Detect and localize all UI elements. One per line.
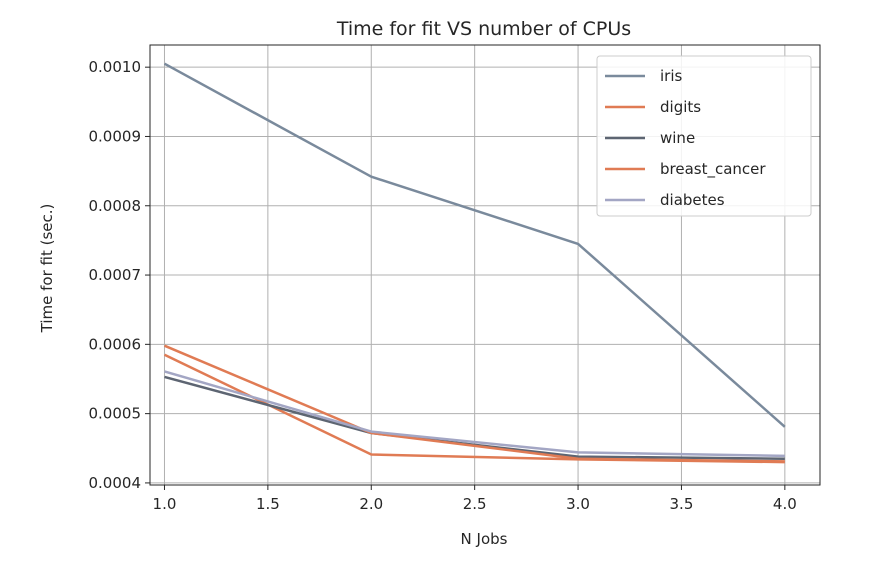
series-line-iris [163, 62, 786, 428]
y-tick-label: 0.0004 [89, 474, 142, 492]
y-tick-label: 0.0010 [89, 58, 142, 76]
plot-frame [149, 44, 821, 486]
y-tick-label: 0.0008 [89, 197, 142, 215]
series-line-diabetes [164, 370, 785, 458]
legend-label: breast_cancer [660, 160, 766, 179]
series-lines [163, 62, 786, 464]
legend-label: diabetes [660, 191, 725, 209]
chart-title: Time for fit VS number of CPUs [336, 18, 631, 40]
x-tick-label: 1.0 [153, 495, 177, 513]
legend-box [596, 55, 812, 217]
x-tick-label: 2.5 [463, 495, 487, 513]
legend-label: digits [660, 98, 701, 116]
legend-label: wine [660, 129, 695, 147]
x-tick-label: 4.0 [773, 495, 797, 513]
axis-ticks: 1.0 1.5 2.0 2.5 3.0 3.5 4.0 0.0004 0.0005 0.0006 0… [89, 58, 797, 513]
y-tick-label: 0.0006 [89, 335, 142, 353]
x-tick-label: 2.0 [359, 495, 383, 513]
series-line-breast-cancer [164, 344, 785, 463]
y-tick-label: 0.0009 [89, 127, 142, 145]
x-tick-label: 1.5 [256, 495, 280, 513]
y-tick-label: 0.0005 [89, 405, 142, 423]
y-tick-label: 0.0007 [89, 266, 142, 284]
y-axis-label: Time for fit (sec.) [38, 204, 56, 334]
legend: iris digits wine breast_cancer diabetes [596, 55, 812, 217]
x-axis-label: N Jobs [461, 530, 508, 548]
x-tick-label: 3.5 [670, 495, 694, 513]
legend-label: iris [660, 67, 683, 85]
x-tick-label: 3.0 [566, 495, 590, 513]
